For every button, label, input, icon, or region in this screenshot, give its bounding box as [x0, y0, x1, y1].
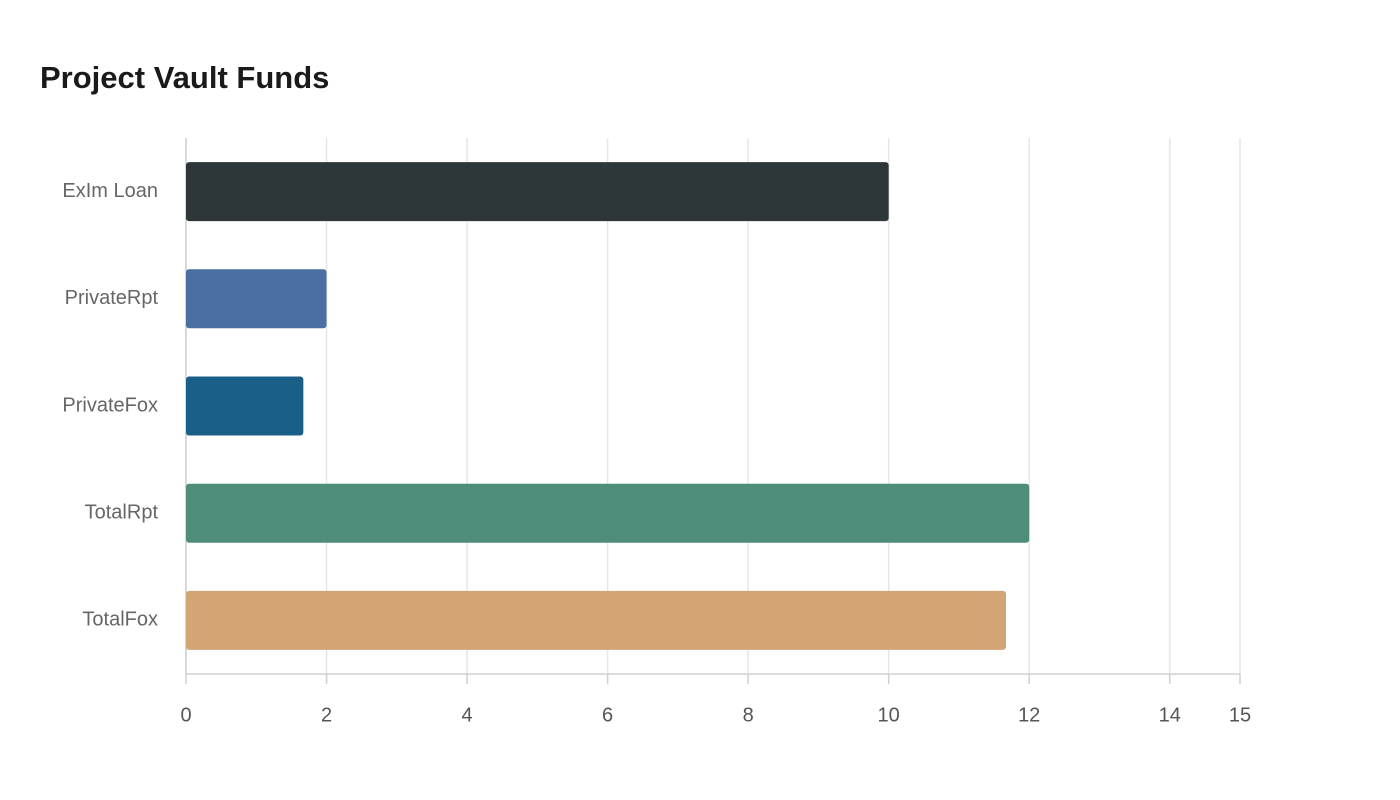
- bar: [186, 269, 327, 329]
- chart-title: Project Vault Funds: [40, 60, 329, 95]
- bar: [186, 590, 1007, 650]
- x-tick-label: 14: [1159, 704, 1181, 726]
- x-tick-label: 2: [321, 704, 332, 726]
- x-tick-label: 8: [743, 704, 754, 726]
- bar: [186, 483, 1030, 543]
- x-tick-label: 4: [462, 704, 473, 726]
- y-tick-label: TotalFox: [82, 609, 158, 631]
- x-tick-label: 12: [1018, 704, 1040, 726]
- x-tick-label: 10: [878, 704, 900, 726]
- bar: [186, 162, 889, 222]
- y-tick-label: TotalRpt: [85, 501, 159, 523]
- y-tick-label: PrivateRpt: [65, 287, 159, 309]
- bar: [186, 376, 304, 436]
- x-tick-label: 6: [602, 704, 613, 726]
- x-tick-label: 0: [180, 704, 191, 726]
- y-tick-label: PrivateFox: [62, 394, 158, 416]
- y-tick-label: ExIm Loan: [62, 180, 158, 202]
- x-tick-label: 15: [1229, 704, 1251, 726]
